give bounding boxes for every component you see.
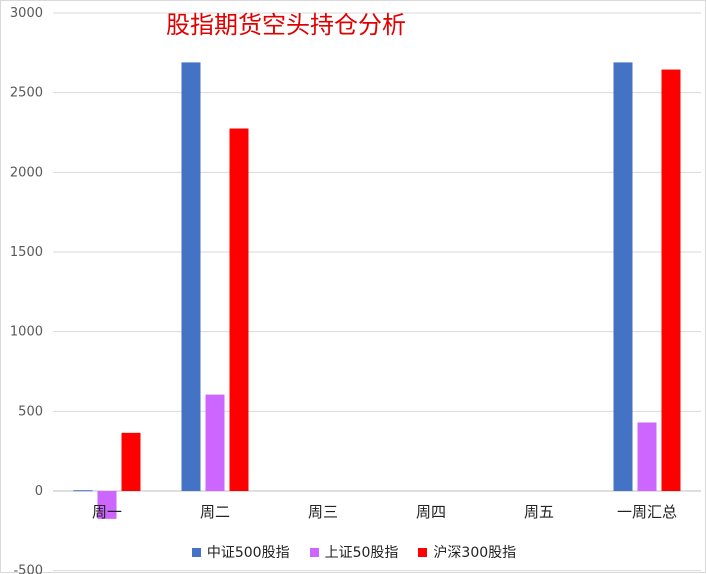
x-tick-label: 周二 bbox=[200, 503, 230, 521]
legend-swatch bbox=[418, 547, 428, 557]
y-tick-label: 1500 bbox=[10, 245, 43, 260]
legend-item: 中证500股指 bbox=[191, 542, 290, 562]
x-tick-label: 周五 bbox=[524, 503, 554, 521]
y-tick-label: 1000 bbox=[10, 325, 43, 340]
legend-label: 上证50股指 bbox=[324, 545, 399, 561]
bar bbox=[229, 128, 249, 491]
chart-title: 股指期货空头持仓分析 bbox=[166, 11, 406, 39]
legend-label: 沪深300股指 bbox=[433, 545, 517, 561]
bar bbox=[97, 491, 117, 519]
legend-swatch bbox=[191, 547, 201, 557]
legend-item: 上证50股指 bbox=[309, 542, 399, 562]
legend-item: 沪深300股指 bbox=[418, 542, 516, 562]
x-tick-label: 周四 bbox=[416, 503, 446, 521]
bar bbox=[637, 422, 657, 491]
legend-swatch bbox=[309, 547, 319, 557]
y-tick-label: 3000 bbox=[10, 6, 43, 21]
bar bbox=[661, 69, 681, 492]
bar bbox=[181, 62, 201, 491]
y-tick-label: 2500 bbox=[10, 86, 43, 101]
y-tick-label: 500 bbox=[18, 404, 43, 419]
bar bbox=[205, 394, 225, 491]
bar bbox=[73, 490, 93, 492]
bar bbox=[613, 62, 633, 491]
x-tick-label: 一周汇总 bbox=[617, 503, 677, 521]
bar bbox=[121, 432, 141, 491]
chart-legend: 中证500股指 上证50股指 沪深300股指 bbox=[1, 542, 706, 562]
y-tick-label: -500 bbox=[13, 564, 43, 574]
x-tick-label: 周三 bbox=[308, 503, 338, 521]
y-tick-label: 0 bbox=[35, 484, 43, 499]
x-tick-label: 周一 bbox=[92, 503, 122, 521]
y-tick-label: 2000 bbox=[10, 165, 43, 180]
legend-label: 中证500股指 bbox=[206, 545, 290, 561]
